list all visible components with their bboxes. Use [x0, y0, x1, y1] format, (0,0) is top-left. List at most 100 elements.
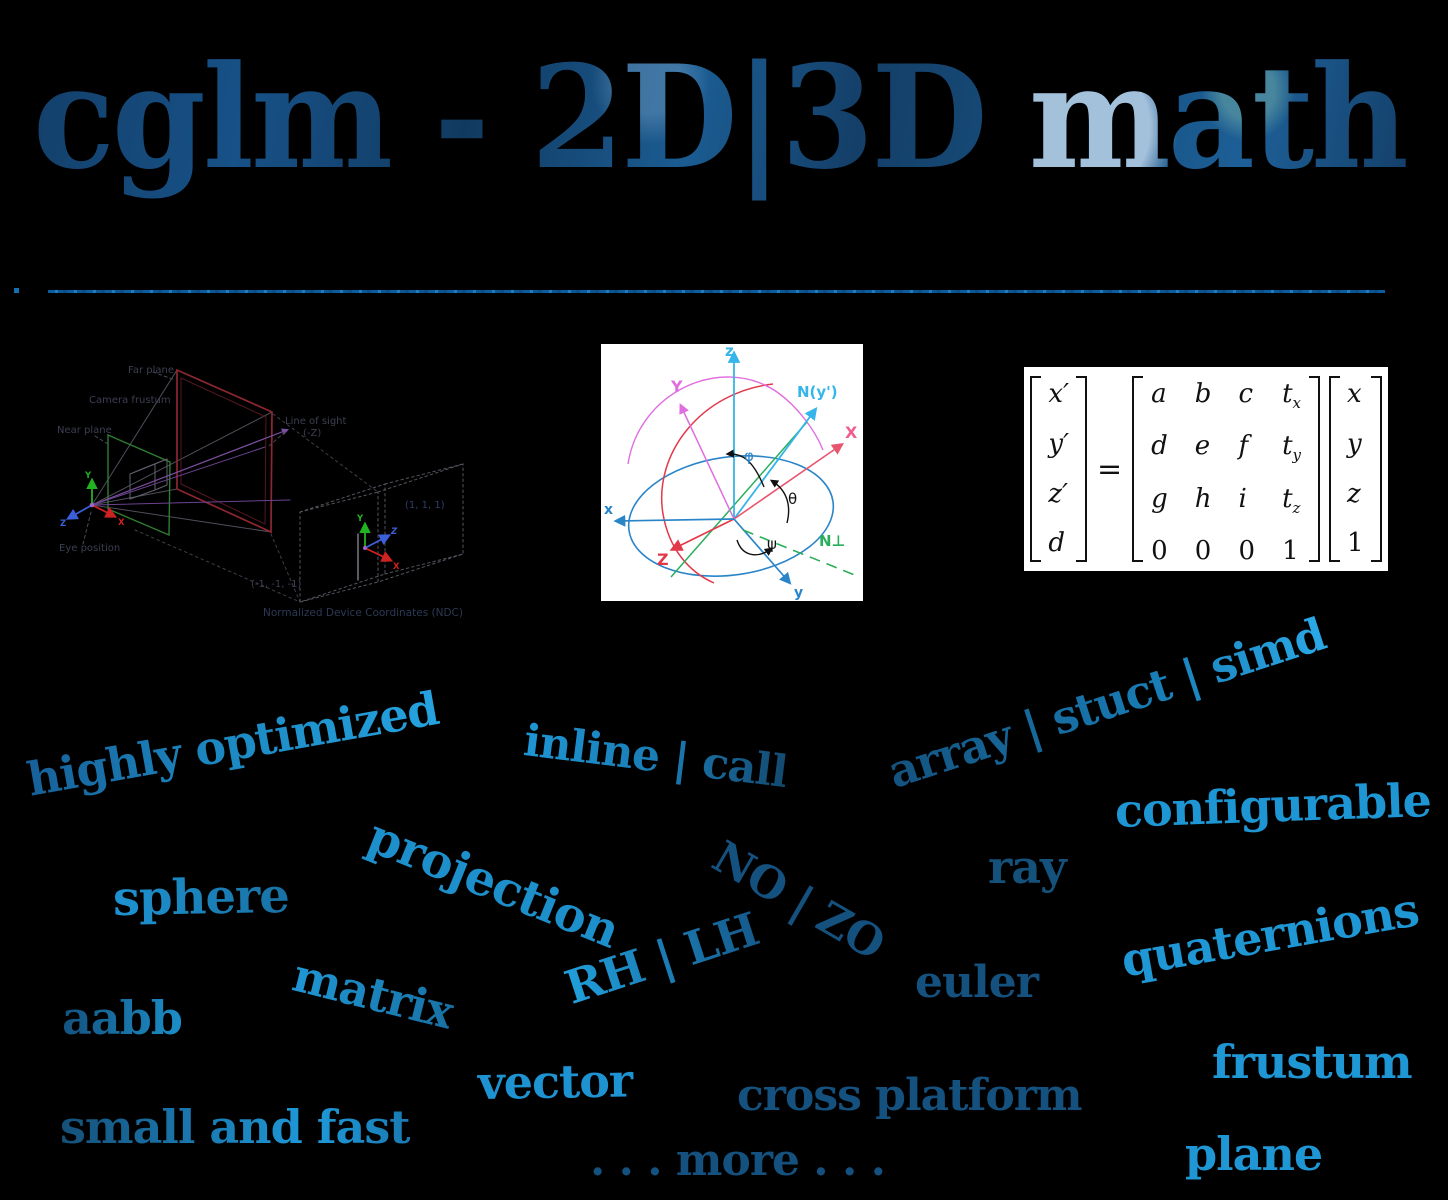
right-bracket — [1370, 376, 1382, 562]
line-of-sight-label: Line of sight — [285, 416, 347, 427]
node-axis-line — [733, 406, 818, 520]
keyword-quaternions: quaternions — [1117, 882, 1423, 988]
psi-arc — [736, 539, 774, 556]
keyword-plane: plane — [1185, 1127, 1323, 1181]
y-ref-label: y — [794, 585, 803, 601]
eye-position-label: Eye position — [59, 543, 120, 554]
zy-great-circle — [661, 383, 774, 584]
euler-labels: z N(y') X Y Z x y N⊥ φ θ ψ — [604, 344, 858, 601]
keyword-sphere: sphere — [112, 867, 290, 927]
eye-axis-x — [91, 504, 118, 518]
matrix-cell: g — [1151, 483, 1168, 514]
x-body-line — [733, 442, 844, 520]
right-bracket — [1309, 376, 1321, 562]
title-divider — [48, 290, 1385, 293]
z-body-line — [669, 518, 735, 551]
euler-geometry — [613, 350, 858, 585]
left-bracket — [1030, 376, 1042, 562]
camera-frustum-label: Camera frustum — [89, 395, 171, 406]
frustum-ndc-diagram: Far plane Camera frustum Near plane Line… — [57, 365, 464, 619]
result-cell: d — [1048, 528, 1066, 559]
phi-arc — [725, 449, 765, 488]
keyword-small-and-fast: small and fast — [60, 1100, 411, 1154]
euler-angles-diagram: z N(y') X Y Z x y N⊥ φ θ ψ — [601, 344, 863, 601]
input-cell: 1 — [1347, 528, 1364, 559]
keyword-inline-call: inline | call — [521, 715, 790, 799]
input-cell: x — [1347, 379, 1362, 409]
ndc-axis-x — [364, 547, 394, 562]
matrix-cell: 0 — [1238, 536, 1256, 567]
matrix-cell: e — [1194, 431, 1211, 462]
ndc-cube — [299, 463, 464, 603]
keyword-ray: ray — [988, 840, 1067, 894]
keyword-more: . . . more . . . — [590, 1135, 886, 1186]
input-vector: x y z 1 — [1329, 376, 1382, 562]
matrix-cell: d — [1151, 431, 1168, 462]
y-body-line — [679, 403, 735, 520]
matrix-cell: i — [1238, 483, 1247, 514]
z-body-label: Z — [657, 550, 669, 569]
y-ref-line — [733, 518, 792, 585]
right-bracket — [1076, 376, 1087, 562]
ndc-min-label: (-1, -1, -1) — [251, 579, 302, 590]
near-plane-label: Near plane — [57, 425, 112, 436]
psi-label: ψ — [767, 535, 777, 553]
matrix-cell: tx — [1282, 379, 1302, 413]
ndc-axis-z — [364, 534, 392, 549]
keyword-euler: euler — [915, 957, 1039, 1008]
result-vector: x′ y′ z′ d — [1030, 376, 1087, 562]
euler-panel-background — [601, 344, 863, 601]
xy-plane-ellipse — [627, 455, 835, 577]
body-plane-arc — [627, 376, 824, 465]
ndc-axis-x-label: X — [393, 562, 400, 572]
x-body-label: X — [845, 423, 858, 442]
keyword-cross-platform: cross platform — [737, 1070, 1083, 1121]
matrix-cell: f — [1238, 431, 1249, 462]
far-plane-label: Far plane — [128, 365, 174, 376]
matrix-cell: ty — [1282, 431, 1302, 465]
frustum-labels: Far plane Camera frustum Near plane Line… — [57, 365, 463, 619]
matrix-equation-panel: x′ y′ z′ d = a b c tx d e f ty g h i tz … — [1024, 367, 1388, 571]
matrix-cell: b — [1194, 379, 1212, 409]
result-cell: z′ — [1048, 478, 1069, 509]
ndc-axis-y-label: Y — [356, 514, 364, 524]
equals-sign: = — [1097, 451, 1123, 487]
line-of-sight-axis-label: (-Z) — [303, 428, 321, 439]
phi-label: φ — [744, 447, 754, 465]
transform-matrix: a b c tx d e f ty g h i tz 0 0 0 1 — [1132, 376, 1321, 566]
keyword-array-stuct-simd: array | stuct | simd — [881, 607, 1332, 799]
result-cell: y′ — [1048, 428, 1069, 459]
node-axis-label: N(y') — [797, 383, 838, 401]
near-plane-quad — [107, 433, 171, 537]
theta-label: θ — [788, 490, 797, 508]
ndc-axis-z-label: Z — [390, 527, 398, 537]
frustum-wireframe — [65, 368, 464, 603]
eye-axis-z-label: Z — [60, 519, 66, 529]
matrix-cell: a — [1151, 379, 1167, 409]
matrix-cell: c — [1238, 379, 1254, 409]
object-box — [129, 458, 168, 500]
x-ref-line — [613, 514, 735, 527]
left-bracket — [1132, 376, 1144, 562]
matrix-cell: tz — [1282, 483, 1301, 518]
divider-dot — [14, 288, 19, 293]
keyword-frustum: frustum — [1212, 1035, 1413, 1089]
input-cell: z — [1347, 478, 1361, 509]
keyword-aabb: aabb — [62, 991, 183, 1045]
result-cell: x′ — [1048, 379, 1069, 409]
matrix-cell: 0 — [1194, 536, 1212, 567]
ndc-caption: Normalized Device Coordinates (NDC) — [263, 607, 463, 619]
eye-axis-x-label: X — [118, 518, 125, 528]
eye-axis-y-label: Y — [84, 471, 92, 481]
x-ref-label: x — [604, 502, 613, 518]
far-plane-quad — [176, 368, 273, 534]
page-title: cglm - 2D|3D math — [33, 26, 1406, 211]
keyword-vector: vector — [477, 1053, 633, 1110]
left-bracket — [1329, 376, 1341, 562]
keyword-matrix: matrix — [287, 947, 459, 1040]
ndc-max-label: (1, 1, 1) — [405, 500, 445, 511]
n-perp-label: N⊥ — [819, 532, 845, 550]
y-body-label: Y — [670, 377, 683, 396]
keyword-highly-optimized: highly optimized — [23, 681, 443, 807]
